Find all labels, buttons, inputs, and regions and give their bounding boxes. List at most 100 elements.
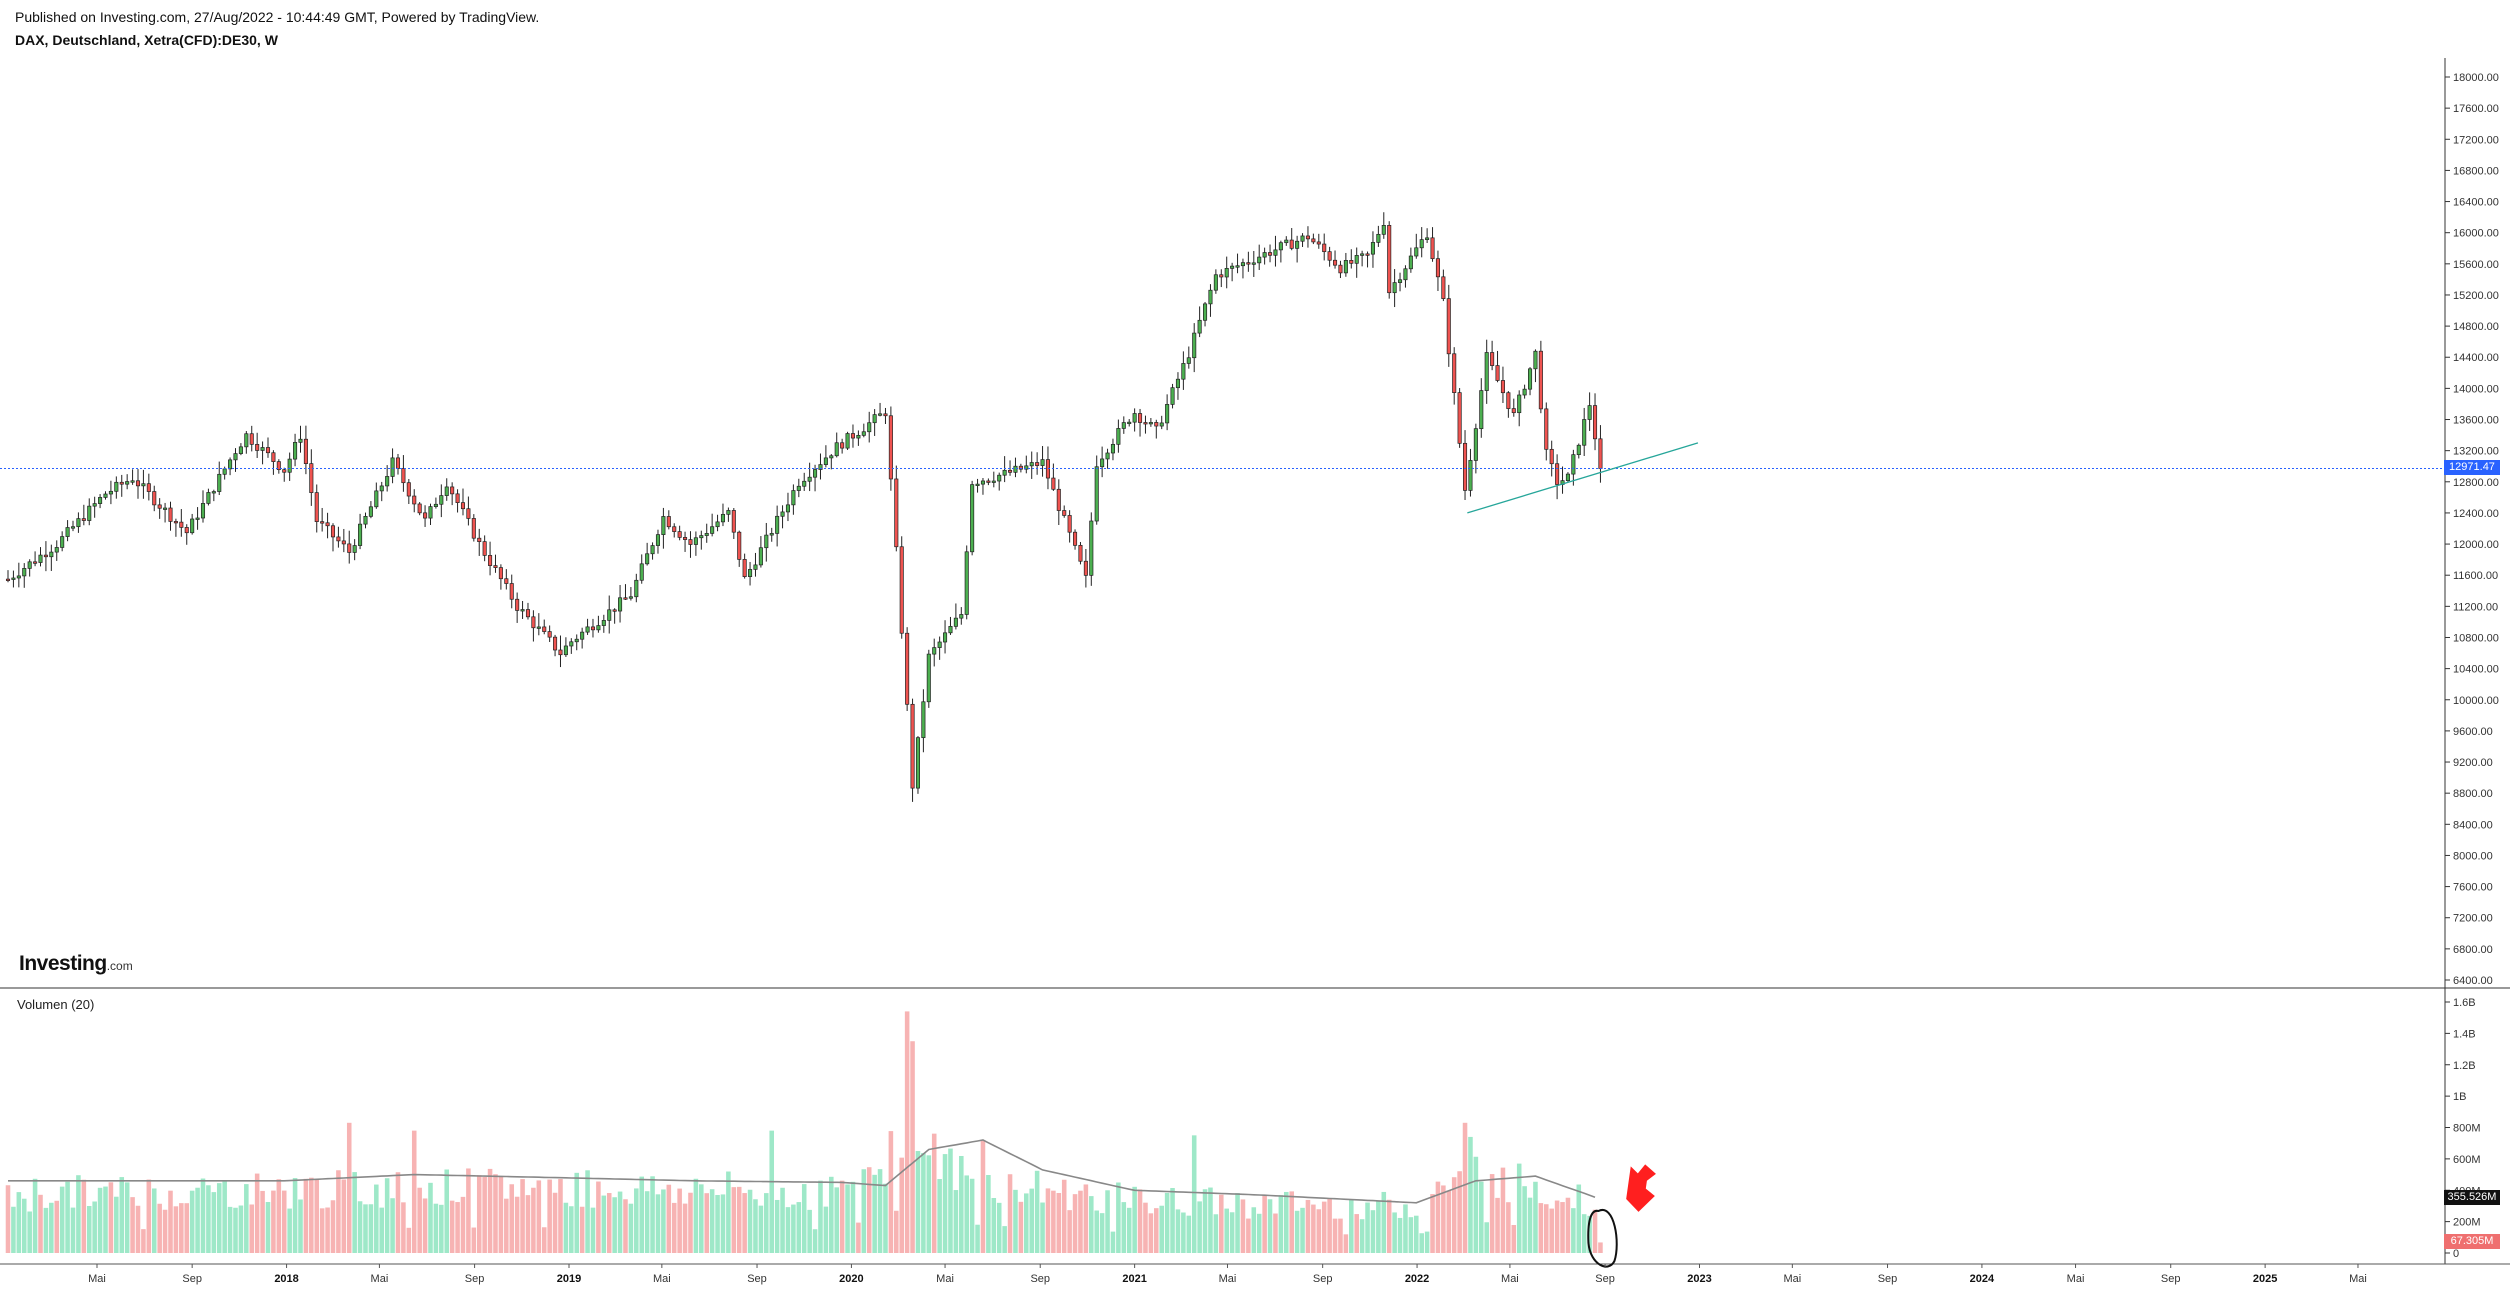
volume-bar-up	[590, 1207, 596, 1253]
volume-ma-line	[8, 1139, 1596, 1204]
price-tick-label: 8400.00	[2453, 819, 2493, 831]
volume-bar-down	[179, 1203, 184, 1253]
time-tick-label: Mai	[653, 1273, 671, 1285]
volume-bar-up	[244, 1184, 249, 1253]
volume-bar-up	[975, 1224, 980, 1253]
volume-bar-up	[1468, 1136, 1473, 1253]
volume-bar-up	[1110, 1231, 1116, 1253]
candle-down	[184, 527, 189, 534]
candle-up	[1148, 422, 1153, 425]
candle-up	[785, 504, 791, 513]
volume-bar-up	[1213, 1214, 1219, 1253]
volume-bar-down	[666, 1184, 672, 1253]
volume-bar-up	[601, 1195, 607, 1253]
volume-bar-up	[21, 1198, 27, 1253]
volume-bar-up	[1202, 1189, 1208, 1253]
volume-bar-up	[238, 1205, 244, 1253]
price-tick-label: 6800.00	[2453, 944, 2493, 956]
volume-bar-down	[1560, 1202, 1565, 1253]
volume-bar-up	[206, 1185, 211, 1253]
volume-bar-down	[1554, 1200, 1560, 1253]
volume-bar-down	[1446, 1190, 1452, 1253]
candle-down	[146, 483, 151, 492]
volume-bar-up	[1284, 1191, 1289, 1253]
price-tick-label: 12400.00	[2453, 508, 2499, 520]
volume-bar-down	[552, 1192, 558, 1253]
candle-up	[726, 510, 731, 515]
volume-bar-up	[1251, 1207, 1257, 1253]
volume-bar-up	[1376, 1201, 1381, 1253]
candle-down	[152, 491, 157, 506]
time-tick-label: Sep	[1878, 1273, 1898, 1285]
candle-down	[666, 516, 671, 528]
candle-up	[293, 441, 298, 460]
volume-bar-down	[1565, 1197, 1571, 1253]
price-tick-label: 9600.00	[2453, 726, 2493, 738]
candle-down	[509, 583, 514, 600]
candle-up	[1479, 390, 1484, 430]
candle-down	[737, 531, 742, 560]
volume-bar-down	[460, 1196, 466, 1253]
candle-down	[1143, 422, 1148, 425]
candle-down	[1333, 259, 1338, 266]
candle-down	[590, 626, 596, 631]
volume-bar-down	[1078, 1190, 1083, 1253]
volume-bar-down	[1598, 1242, 1603, 1253]
volume-bar-up	[86, 1205, 92, 1253]
volume-bar-down	[1354, 1214, 1359, 1253]
candle-up	[601, 620, 606, 626]
candle-down	[1067, 515, 1072, 533]
volume-bar-down	[336, 1170, 341, 1253]
volume-tick-label: 1.2B	[2453, 1060, 2476, 1072]
candle-up	[769, 533, 774, 536]
volume-bar-up	[574, 1172, 580, 1253]
candle-up	[1354, 255, 1359, 264]
volume-bar-up	[948, 1148, 953, 1253]
volume-bar-up	[937, 1179, 942, 1253]
candle-down	[330, 525, 336, 538]
price-tick-label: 17200.00	[2453, 134, 2499, 146]
volume-bars	[5, 1011, 1603, 1253]
volume-bar-down	[271, 1190, 276, 1253]
volume-bar-down	[1592, 1209, 1598, 1253]
candle-down	[1500, 380, 1505, 394]
volume-bar-up	[1099, 1213, 1105, 1253]
candle-down	[525, 609, 531, 618]
candle-down	[677, 531, 682, 538]
volume-bar-up	[829, 1176, 834, 1253]
volume-bar-up	[634, 1188, 639, 1253]
volume-bar-up	[699, 1184, 704, 1253]
candle-up	[1484, 352, 1489, 391]
candle-down	[1538, 350, 1543, 410]
candle-up	[1002, 469, 1007, 476]
candle-down	[504, 578, 509, 584]
time-tick-label: Sep	[2161, 1273, 2181, 1285]
candle-up	[22, 568, 27, 577]
candle-down	[1549, 448, 1554, 465]
candle-up	[103, 493, 108, 498]
volume-bar-up	[151, 1188, 157, 1253]
volume-axis-ticks: 1.6B1.4B1.2B1B800M600M400M200M0	[2445, 997, 2481, 1260]
candle-up	[1208, 289, 1213, 305]
volume-bar-up	[709, 1189, 715, 1253]
candle-down	[336, 536, 341, 542]
candle-down	[455, 493, 460, 503]
candle-up	[54, 547, 59, 553]
volume-bar-up	[661, 1189, 666, 1253]
candle-down	[1154, 422, 1159, 427]
candle-up	[27, 561, 32, 569]
time-tick-label: Mai	[936, 1273, 954, 1285]
volume-bar-up	[1424, 1231, 1430, 1253]
candle-down	[1495, 365, 1500, 381]
volume-bar-up	[1013, 1189, 1018, 1253]
candle-down	[1008, 469, 1013, 473]
time-tick-label: Mai	[88, 1273, 106, 1285]
volume-bar-down	[303, 1178, 309, 1253]
volume-bar-down	[5, 1185, 11, 1253]
volume-bar-up	[1186, 1215, 1192, 1253]
time-tick-label: Sep	[1313, 1273, 1333, 1285]
candle-up	[222, 468, 227, 475]
candle-up	[1392, 282, 1397, 294]
volume-bar-up	[693, 1178, 699, 1253]
